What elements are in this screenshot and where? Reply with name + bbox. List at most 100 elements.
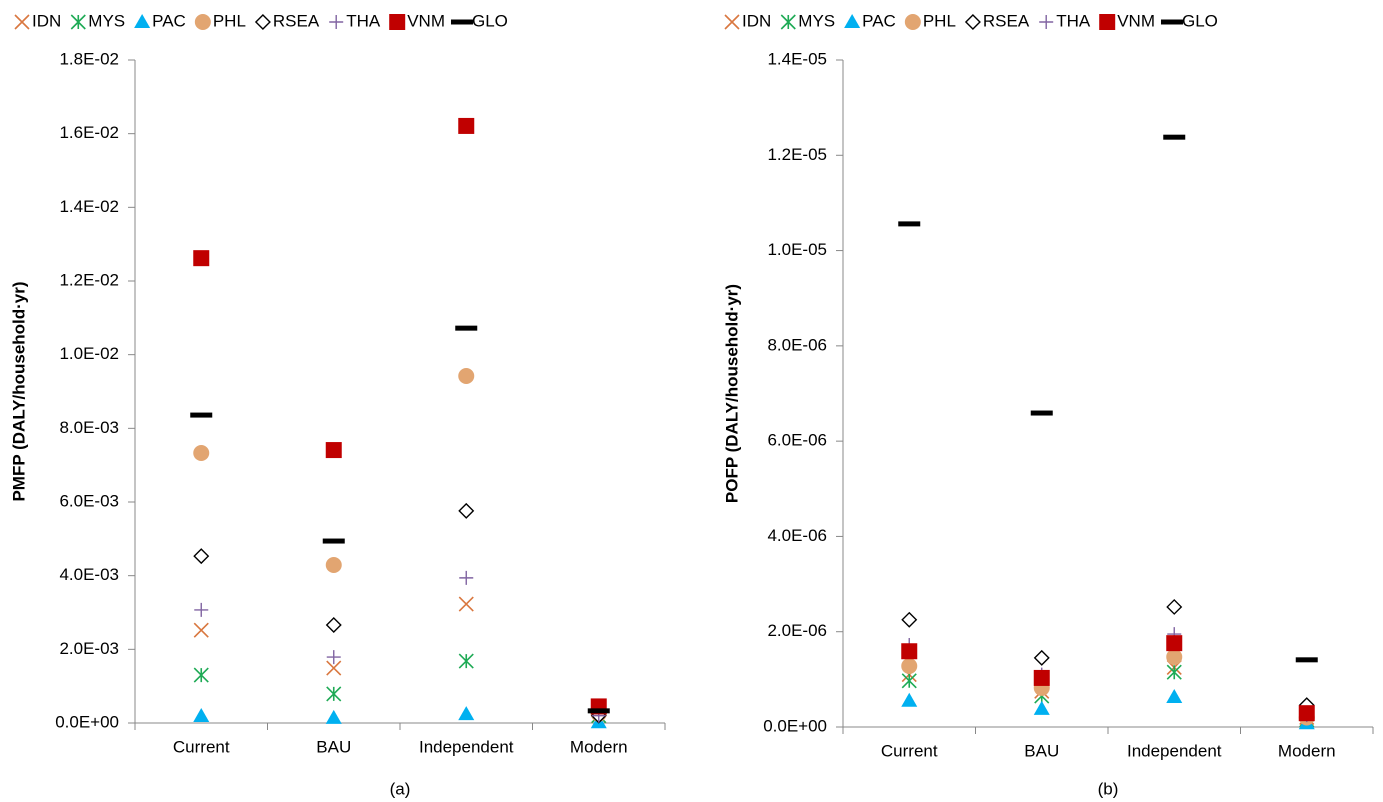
legend-marker — [1099, 14, 1116, 30]
y-tick-label: 1.2E-02 — [59, 270, 119, 289]
data-point — [458, 596, 474, 612]
legend-marker — [780, 14, 796, 30]
data-point — [458, 117, 475, 134]
data-point — [322, 538, 345, 544]
y-tick-label: 1.0E-02 — [59, 344, 119, 363]
data-point — [587, 708, 610, 714]
data-point — [901, 692, 918, 707]
y-tick-label: 1.4E-02 — [59, 197, 119, 216]
data-point — [1298, 705, 1315, 722]
y-tick-label: 4.0E-03 — [59, 565, 119, 584]
legend-marker — [389, 14, 406, 30]
legend-marker — [844, 14, 861, 28]
data-point — [1033, 649, 1050, 666]
y-tick-label: 4.0E-06 — [767, 526, 827, 545]
data-point — [455, 325, 478, 331]
data-point — [326, 650, 341, 665]
legend-label: PAC — [862, 11, 896, 30]
legend-marker — [964, 14, 981, 30]
y-tick-label: 2.0E-06 — [767, 621, 827, 640]
data-point — [325, 442, 342, 459]
y-tick-label: 2.0E-03 — [59, 639, 119, 658]
legend-marker — [134, 14, 151, 28]
caption: (b) — [1098, 779, 1119, 798]
y-tick-label: 1.2E-05 — [767, 145, 827, 164]
data-point — [1166, 648, 1183, 665]
data-point — [1033, 700, 1050, 715]
legend-label: GLO — [1182, 11, 1218, 30]
y-tick-label: 6.0E-06 — [767, 431, 827, 450]
legend-marker — [450, 19, 473, 25]
data-point — [1030, 410, 1053, 416]
legend-label: IDN — [742, 11, 771, 30]
data-point — [898, 221, 921, 227]
x-tick-label: BAU — [316, 737, 351, 756]
x-tick-label: Modern — [1278, 741, 1336, 760]
data-point — [193, 250, 210, 267]
legend-marker — [70, 14, 86, 30]
y-tick-label: 1.4E-05 — [767, 49, 827, 68]
data-point — [194, 602, 209, 617]
legend-marker — [1039, 15, 1054, 29]
data-point — [458, 706, 475, 721]
data-point — [1295, 657, 1318, 663]
data-point — [1163, 134, 1186, 140]
legend-label: RSEA — [273, 11, 320, 30]
data-point — [1166, 635, 1183, 652]
data-point — [458, 653, 474, 669]
legend-label: PAC — [152, 11, 186, 30]
data-point — [458, 502, 475, 519]
legend-marker — [254, 14, 271, 30]
legend-label: VNM — [1117, 11, 1155, 30]
data-point — [193, 445, 210, 462]
y-tick-label: 0.0E+00 — [763, 716, 827, 735]
legend-label: IDN — [32, 11, 61, 30]
x-tick-label: Current — [173, 737, 230, 756]
data-point — [901, 658, 918, 675]
data-point — [325, 556, 342, 573]
legend-label: RSEA — [983, 11, 1030, 30]
data-point — [901, 611, 918, 628]
caption: (a) — [390, 779, 411, 798]
data-point — [193, 548, 210, 565]
data-point — [1166, 688, 1183, 703]
legend-label: VNM — [407, 11, 445, 30]
y-tick-label: 8.0E-06 — [767, 335, 827, 354]
data-point — [1033, 669, 1050, 686]
data-point — [193, 667, 209, 683]
y-tick-label: 0.0E+00 — [55, 712, 119, 731]
data-point — [193, 622, 209, 638]
data-point — [326, 686, 342, 702]
data-point — [901, 643, 918, 660]
legend-marker — [904, 14, 921, 30]
data-point — [325, 709, 342, 724]
legend-label: MYS — [88, 11, 125, 30]
y-tick-label: 1.6E-02 — [59, 123, 119, 142]
x-tick-label: Modern — [570, 737, 628, 756]
y-tick-label: 6.0E-03 — [59, 491, 119, 510]
y-axis-title: POFP (DALY/household·yr) — [722, 284, 741, 503]
y-tick-label: 8.0E-03 — [59, 418, 119, 437]
y-tick-label: 1.0E-05 — [767, 240, 827, 259]
legend-marker — [14, 14, 30, 30]
legend-label: PHL — [923, 11, 956, 30]
data-point — [1166, 598, 1183, 615]
legend-marker — [194, 14, 211, 30]
data-point — [1166, 664, 1182, 680]
data-point — [190, 412, 213, 418]
legend-label: THA — [346, 11, 381, 30]
y-tick-label: 1.8E-02 — [59, 49, 119, 68]
data-point — [458, 368, 475, 385]
legend-marker — [724, 14, 740, 30]
legend-label: THA — [1056, 11, 1091, 30]
x-tick-label: Independent — [1127, 741, 1222, 760]
y-axis-title: PMFP (DALY/household·yr) — [9, 281, 28, 501]
data-point — [459, 570, 474, 585]
x-tick-label: Independent — [419, 737, 514, 756]
x-tick-label: BAU — [1024, 741, 1059, 760]
legend-label: GLO — [472, 11, 508, 30]
data-point — [325, 617, 342, 634]
data-point — [326, 660, 342, 676]
data-point — [193, 708, 210, 723]
